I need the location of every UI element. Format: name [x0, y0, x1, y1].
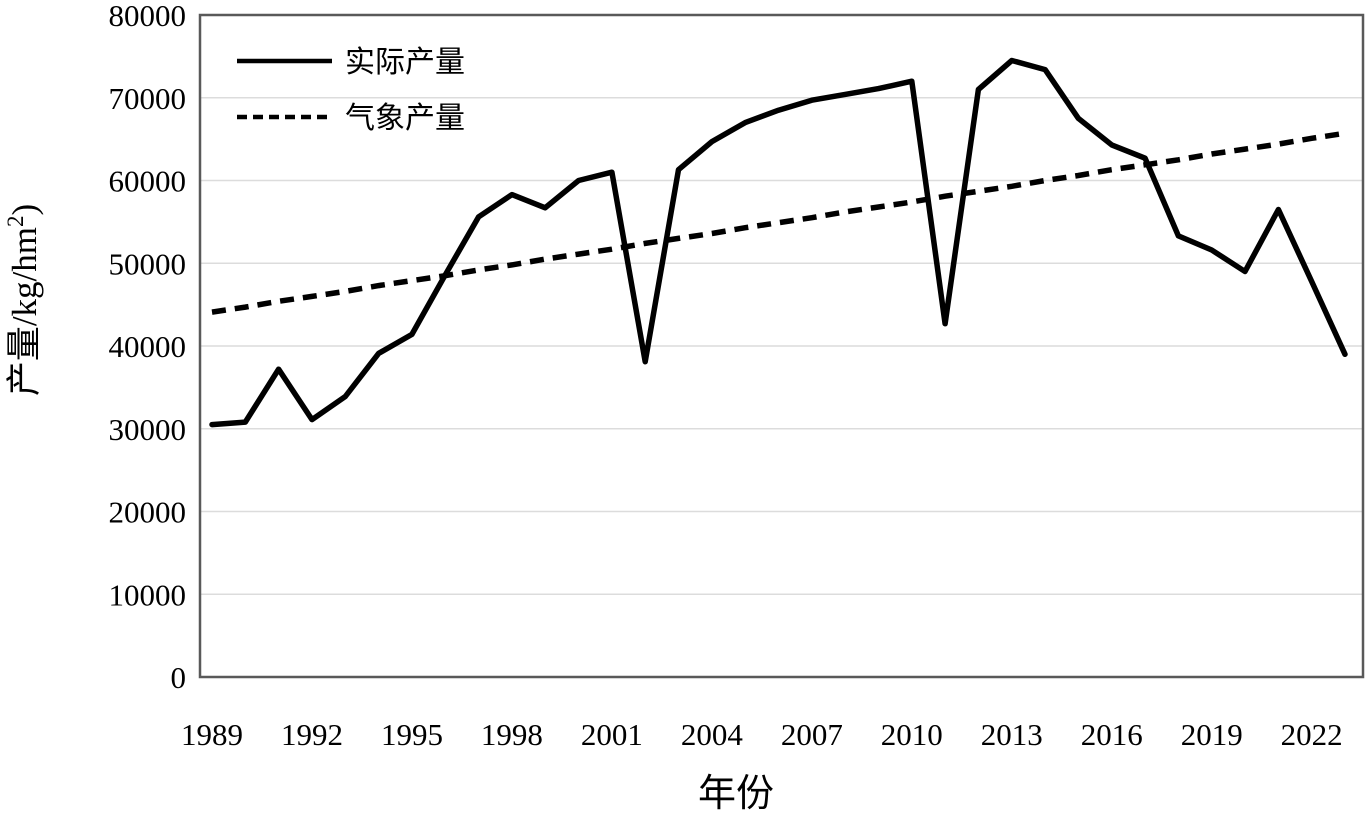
y-tick-label-80000: 80000	[109, 0, 187, 33]
gridlines	[200, 97, 1363, 595]
y-tick-label-40000: 40000	[109, 329, 187, 364]
x-tick-label-2013: 2013	[981, 717, 1043, 752]
y-tick-label-20000: 20000	[109, 495, 187, 530]
x-tick-label-1992: 1992	[281, 717, 343, 752]
meteorological-yield-line	[211, 130, 1346, 315]
x-tick-label-2016: 2016	[1081, 717, 1143, 752]
actual-yield-line	[209, 57, 1348, 428]
x-axis-tick-labels: 1989 1992 1995 1998 2001 2004 2007 2010 2013 2016…	[181, 717, 1343, 752]
y-tick-label-0: 0	[171, 660, 187, 695]
y-tick-label-60000: 60000	[109, 164, 187, 199]
y-axis-title-superscript: 2	[3, 215, 28, 227]
legend-meteorological-yield-label: 气象产量	[345, 102, 465, 135]
x-tick-label-2004: 2004	[681, 717, 744, 752]
x-tick-label-2007: 2007	[781, 717, 843, 752]
x-tick-label-2019: 2019	[1181, 717, 1243, 752]
y-tick-label-30000: 30000	[109, 412, 187, 447]
x-tick-label-2022: 2022	[1281, 717, 1343, 752]
y-axis-tick-labels: 0 10000 20000 30000 40000 50000 60000 70000 8000…	[109, 0, 187, 695]
y-tick-label-10000: 10000	[109, 577, 187, 612]
y-axis-title-suffix: )	[5, 204, 44, 216]
x-tick-label-2001: 2001	[581, 717, 643, 752]
x-tick-label-1995: 1995	[381, 717, 443, 752]
y-tick-label-70000: 70000	[109, 81, 187, 116]
x-axis-title: 年份	[698, 773, 774, 815]
legend-actual-yield-label: 实际产量	[345, 46, 465, 79]
y-axis-title-main: 产量/kg/hm	[5, 227, 44, 396]
y-tick-label-50000: 50000	[109, 246, 187, 281]
y-axis-title: 产量/kg/hm2)	[3, 204, 44, 396]
x-tick-label-2010: 2010	[881, 717, 943, 752]
x-tick-label-1989: 1989	[181, 717, 243, 752]
legend: 实际产量 气象产量	[237, 46, 465, 135]
plot-area-frame	[198, 13, 1365, 679]
x-tick-label-1998: 1998	[481, 717, 543, 752]
